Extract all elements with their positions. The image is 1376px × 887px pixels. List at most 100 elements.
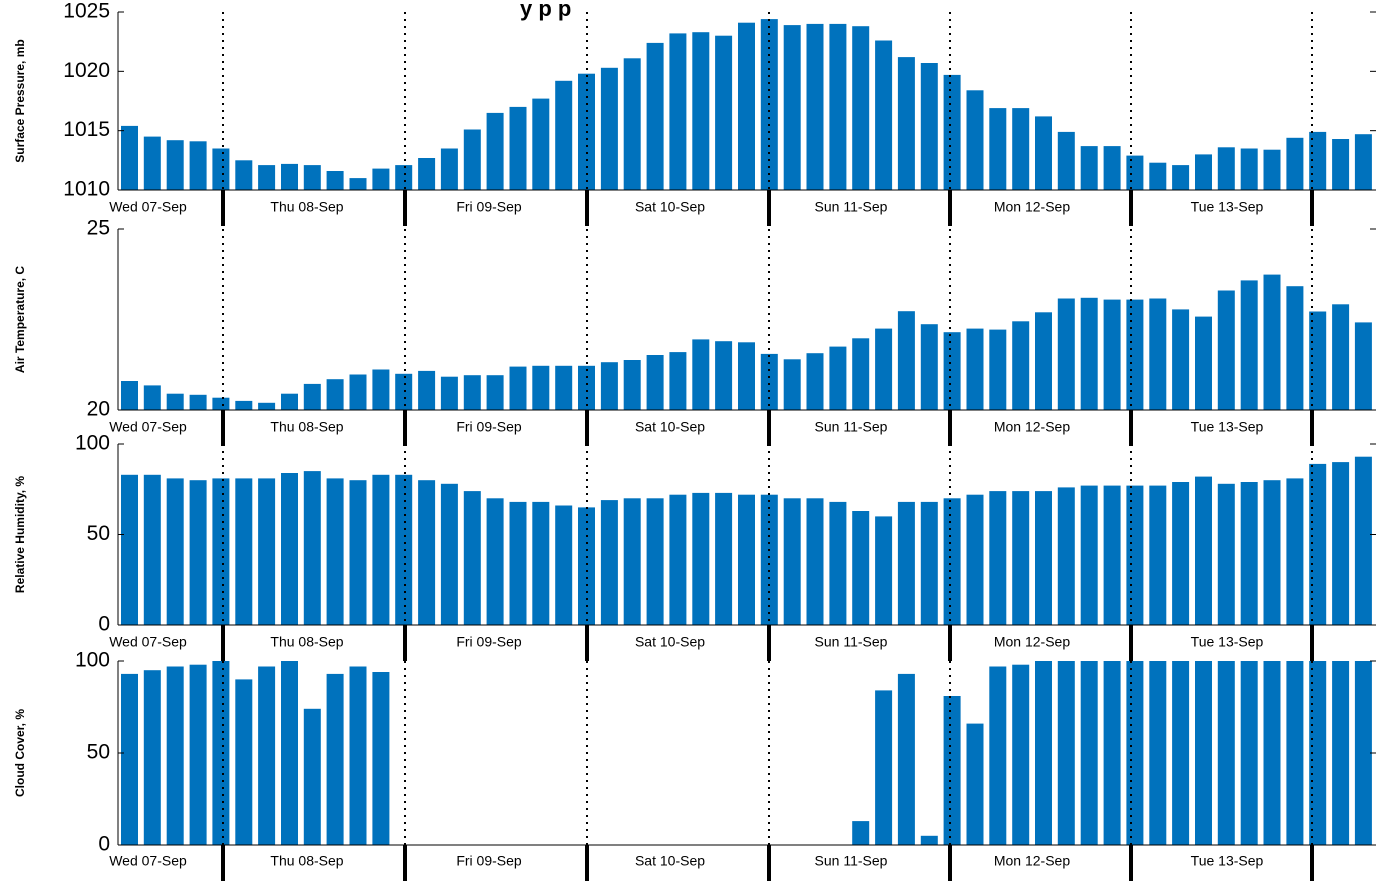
bar xyxy=(669,33,687,191)
bar xyxy=(943,696,961,845)
bar xyxy=(897,57,915,190)
bar xyxy=(897,673,915,845)
bar xyxy=(349,480,367,625)
bar xyxy=(669,352,687,410)
day-label: Sun 11-Sep xyxy=(815,634,888,650)
bar xyxy=(418,158,436,190)
bar xyxy=(1035,491,1052,625)
bar xyxy=(1195,476,1212,625)
bar xyxy=(189,480,207,625)
day-label: Mon 12-Sep xyxy=(994,419,1070,435)
bar xyxy=(555,505,573,625)
panel-1: 1010 1015 1020 1025 Wed 07-Sep Thu 08-Sep Fri … xyxy=(13,0,1376,226)
bar xyxy=(920,63,938,190)
bar xyxy=(418,480,436,625)
bar xyxy=(121,381,138,410)
day-label: Tue 13-Sep xyxy=(1191,199,1264,215)
bar xyxy=(989,108,1007,190)
bar xyxy=(852,26,870,191)
bar xyxy=(1332,462,1350,625)
bar xyxy=(692,492,710,625)
bar xyxy=(395,165,413,190)
bar xyxy=(532,365,550,410)
bar xyxy=(326,478,344,625)
bar xyxy=(555,365,573,410)
day-label: Thu 08-Sep xyxy=(270,853,343,869)
day-label: Tue 13-Sep xyxy=(1191,419,1264,435)
bar xyxy=(738,342,755,410)
bar xyxy=(1057,661,1075,845)
bar xyxy=(303,708,321,845)
bar xyxy=(1286,286,1304,410)
day-label: Sun 11-Sep xyxy=(815,199,888,215)
bar xyxy=(486,375,504,410)
y-axis-label: Cloud Cover, % xyxy=(13,709,27,797)
bar xyxy=(418,370,436,410)
bar xyxy=(783,498,801,625)
bar xyxy=(646,355,664,410)
panel-3: 0 50 100 Wed 07-Sep Thu 08-Sep Fri 09-Sep Sat … xyxy=(13,432,1376,661)
bar xyxy=(943,332,961,410)
bar xyxy=(715,341,733,410)
bar xyxy=(875,328,893,410)
bar xyxy=(349,178,367,190)
day-label: Fri 09-Sep xyxy=(456,419,522,435)
bar xyxy=(829,23,847,191)
y-tick-label: 50 xyxy=(87,522,110,545)
bar xyxy=(897,311,915,410)
bar xyxy=(1126,299,1144,410)
bar xyxy=(281,393,298,410)
bar xyxy=(600,362,618,410)
bar xyxy=(189,141,207,190)
bar xyxy=(875,516,893,625)
bar xyxy=(532,501,550,625)
bar xyxy=(258,165,276,190)
bar xyxy=(372,168,390,190)
y-tick-label: 25 xyxy=(87,217,110,240)
bar xyxy=(166,393,184,410)
bar xyxy=(463,491,481,625)
bar xyxy=(235,400,253,410)
day-label: Mon 12-Sep xyxy=(994,853,1070,869)
bar xyxy=(1286,661,1304,845)
bar xyxy=(1240,482,1258,625)
bar xyxy=(989,491,1007,625)
bar xyxy=(189,394,207,410)
bar xyxy=(440,483,458,625)
bar xyxy=(235,160,253,190)
bar xyxy=(555,80,573,190)
bar xyxy=(806,353,824,410)
bar xyxy=(212,148,230,190)
bar xyxy=(395,373,413,410)
bar xyxy=(1080,661,1098,845)
bar xyxy=(486,498,504,625)
bar xyxy=(1195,316,1212,410)
bar xyxy=(121,474,138,625)
bar xyxy=(806,23,824,191)
bar xyxy=(852,821,870,845)
bar xyxy=(1195,154,1212,190)
bar xyxy=(852,511,870,625)
bar xyxy=(1057,487,1075,625)
bar xyxy=(143,670,161,845)
y-tick-label: 1020 xyxy=(63,59,110,82)
bar xyxy=(509,366,527,410)
bar xyxy=(829,346,847,410)
bar xyxy=(281,661,298,845)
bar xyxy=(1172,309,1190,410)
bar xyxy=(463,129,481,190)
bar xyxy=(989,666,1007,845)
bar xyxy=(897,501,915,625)
day-label: Sat 10-Sep xyxy=(635,634,705,650)
bar xyxy=(258,666,276,845)
day-label: Sat 10-Sep xyxy=(635,199,705,215)
bar xyxy=(1103,661,1121,845)
bar xyxy=(281,473,298,625)
bar xyxy=(875,40,893,190)
bar xyxy=(440,376,458,410)
bar xyxy=(121,125,138,190)
bar xyxy=(1217,483,1235,625)
bar xyxy=(372,672,390,845)
bar xyxy=(212,661,230,845)
